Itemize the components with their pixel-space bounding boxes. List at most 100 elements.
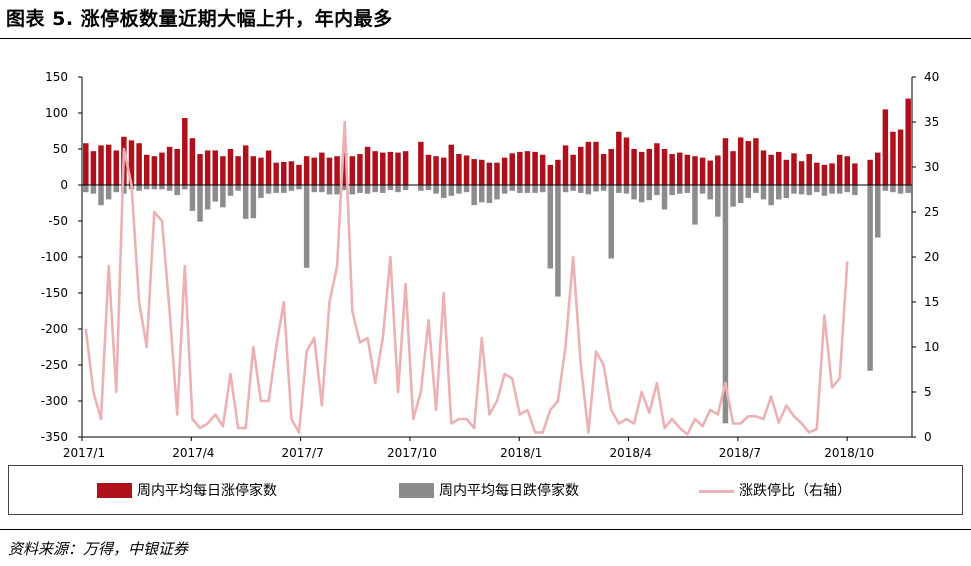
rise-bar [463,155,470,185]
fall-bar [440,185,447,198]
rise-bar [555,159,561,185]
fall-bar [227,185,234,196]
fall-bar [189,185,196,211]
fall-bar [631,185,637,200]
rise-bar [448,144,455,185]
rise-bar [433,156,439,185]
rise-bar [562,145,569,185]
left-tick-label: 150 [45,70,68,84]
x-tick-label: 2018/7 [719,446,761,460]
fall-bar [798,185,805,195]
rise-bar [242,145,249,185]
rise-bar [174,149,180,185]
rise-bar [783,159,790,185]
fall-bar [517,185,523,193]
rise-bar [402,151,409,185]
fall-bar [722,185,729,424]
ratio-line-series [84,120,849,436]
rise-bar [798,161,805,185]
fall-bar [501,185,508,194]
rise-bar [776,151,782,185]
fall-bar [334,185,340,195]
fall-bar [433,185,439,194]
fall-bar [821,185,828,196]
fall-bar [890,185,896,193]
rise-bar [326,157,333,185]
fall-bar [867,185,873,371]
rise-bar [578,146,584,185]
fall-bar [349,185,356,195]
fall-bar [814,185,820,193]
rise-bar [517,151,523,185]
rise-bar [486,162,493,185]
x-tick-label: 2018/10 [824,446,874,460]
fall-bar [136,185,142,191]
rise-bar [874,152,881,185]
fall-bar [593,185,599,192]
right-tick-label: 15 [924,295,939,309]
fall-bar [83,185,89,193]
rise-bar [608,149,614,185]
rise-bar [341,152,348,185]
fall-bar [806,185,812,196]
rise-bar [418,141,424,185]
fall-bar [319,185,325,193]
rise-bar [494,162,500,185]
fall-bar [265,185,272,194]
rise-bar [501,157,508,185]
rise-bar [90,151,97,185]
rise-bar [821,164,828,185]
bar-series [83,98,911,424]
rise-bar [189,138,196,185]
fall-bar [532,185,538,193]
rise-bar [814,162,820,185]
fall-bar [852,185,858,196]
fall-bar [425,185,432,191]
fall-bar [684,185,691,193]
fall-bar [585,185,592,195]
rise-bar [265,150,272,185]
x-tick-label: 2017/4 [172,446,214,460]
rise-bar [212,150,218,185]
rise-bar [570,154,576,185]
fall-bar [448,185,455,196]
fall-bar [212,185,218,202]
rise-bar [250,156,257,185]
fall-bar [570,185,576,191]
rise-bar [692,156,698,185]
rise-bar [387,151,394,185]
rise-bar [654,143,660,185]
rise-bar [791,153,797,185]
rise-bar [288,161,295,185]
fall-bar [616,185,622,193]
fall-bar [463,185,470,193]
fall-bar [456,185,462,194]
fall-bar [296,185,302,190]
fall-bar [395,185,401,193]
rise-bar [128,140,135,185]
rise-bar [98,145,104,185]
rise-bar [867,159,873,185]
rise-bar [836,154,843,185]
fall-bar [874,185,881,238]
fall-bar [235,185,241,191]
rise-bar [372,151,378,185]
fall-bar [730,185,736,207]
left-tick-label: -100 [41,250,68,264]
rise-bar [334,156,340,185]
fall-bar [547,185,554,269]
source-note: 资料来源：万得，中银证券 [8,540,189,558]
fall-bar [844,185,851,193]
fall-bar [479,185,485,203]
legend-swatch-rise [97,483,132,498]
title-divider [0,38,971,39]
rise-bar [281,161,287,185]
right-tick-label: 25 [924,205,939,219]
rise-bar [737,137,744,185]
rise-bar [471,159,477,185]
rise-bar [905,98,911,185]
ratio-line [84,120,849,436]
rise-bar [220,156,226,185]
legend-swatch-fall [399,483,434,498]
rise-bar [897,129,904,185]
